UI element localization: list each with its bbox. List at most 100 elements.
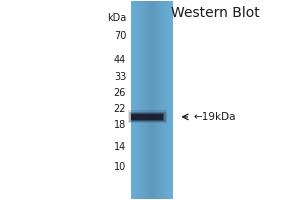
Bar xyxy=(143,1,144,199)
Bar xyxy=(162,1,163,199)
Bar xyxy=(167,1,168,199)
Bar xyxy=(151,1,152,199)
Bar xyxy=(172,1,173,199)
Bar xyxy=(160,1,161,199)
Bar xyxy=(129,112,166,122)
Bar xyxy=(157,1,158,199)
Bar xyxy=(150,1,151,199)
Bar xyxy=(136,1,137,199)
Bar xyxy=(147,1,148,199)
Bar xyxy=(169,1,170,199)
Bar xyxy=(144,1,145,199)
Text: 18: 18 xyxy=(114,120,126,130)
Bar xyxy=(141,1,142,199)
Bar xyxy=(145,1,146,199)
Bar xyxy=(158,1,159,199)
Bar xyxy=(165,1,166,199)
Bar xyxy=(159,1,160,199)
Text: 44: 44 xyxy=(114,55,126,65)
Bar xyxy=(168,1,169,199)
Bar xyxy=(131,1,132,199)
Bar xyxy=(146,1,147,199)
Bar xyxy=(166,1,167,199)
Bar xyxy=(139,1,140,199)
Text: Western Blot: Western Blot xyxy=(171,6,260,20)
Bar xyxy=(168,1,169,199)
Bar xyxy=(133,1,134,199)
Bar xyxy=(163,1,164,199)
Bar xyxy=(167,1,168,199)
Bar xyxy=(155,1,156,199)
Bar xyxy=(152,1,153,199)
Bar xyxy=(159,1,160,199)
Bar xyxy=(140,1,141,199)
Bar xyxy=(144,1,145,199)
Bar xyxy=(169,1,170,199)
Bar xyxy=(169,1,170,199)
Bar xyxy=(157,1,158,199)
Bar xyxy=(164,1,165,199)
Bar xyxy=(132,1,133,199)
Bar xyxy=(162,1,163,199)
Bar xyxy=(143,1,144,199)
Bar xyxy=(138,1,139,199)
Bar xyxy=(170,1,171,199)
Bar xyxy=(163,1,164,199)
Bar xyxy=(135,1,136,199)
Bar xyxy=(131,1,132,199)
Bar xyxy=(134,1,135,199)
Bar xyxy=(151,1,152,199)
Bar xyxy=(157,1,158,199)
Bar xyxy=(143,1,144,199)
Bar xyxy=(165,1,166,199)
Bar xyxy=(140,1,141,199)
Bar xyxy=(161,1,162,199)
Bar xyxy=(158,1,159,199)
Bar xyxy=(145,1,146,199)
Bar xyxy=(149,1,150,199)
Bar xyxy=(142,1,143,199)
Bar xyxy=(170,1,171,199)
Bar xyxy=(132,1,133,199)
Bar xyxy=(148,1,149,199)
Bar xyxy=(167,1,168,199)
Bar xyxy=(137,1,138,199)
Bar xyxy=(135,1,136,199)
Bar xyxy=(161,1,162,199)
Bar xyxy=(152,1,153,199)
Bar xyxy=(151,1,152,199)
Bar xyxy=(142,1,143,199)
Bar xyxy=(152,1,153,199)
Bar xyxy=(139,1,140,199)
Bar xyxy=(164,1,165,199)
Bar xyxy=(141,1,142,199)
Bar xyxy=(165,1,166,199)
Bar xyxy=(154,1,155,199)
Bar xyxy=(131,1,132,199)
Text: kDa: kDa xyxy=(107,13,126,23)
Bar xyxy=(141,1,142,199)
Bar xyxy=(130,113,164,121)
Bar xyxy=(148,1,149,199)
Bar xyxy=(149,1,150,199)
Bar xyxy=(146,1,147,199)
Bar xyxy=(156,1,157,199)
Bar xyxy=(128,110,167,123)
Bar xyxy=(168,1,169,199)
Bar xyxy=(134,1,135,199)
Bar xyxy=(134,1,135,199)
Bar xyxy=(166,1,167,199)
Bar xyxy=(131,114,164,120)
Bar xyxy=(156,1,157,199)
Bar xyxy=(162,1,163,199)
Bar xyxy=(155,1,156,199)
Bar xyxy=(136,1,137,199)
Bar xyxy=(171,1,172,199)
Bar xyxy=(138,1,139,199)
Text: ←19kDa: ←19kDa xyxy=(193,112,236,122)
Bar xyxy=(147,1,148,199)
Bar xyxy=(153,1,154,199)
Bar xyxy=(169,1,170,199)
Text: 33: 33 xyxy=(114,72,126,82)
Text: 22: 22 xyxy=(114,104,126,114)
